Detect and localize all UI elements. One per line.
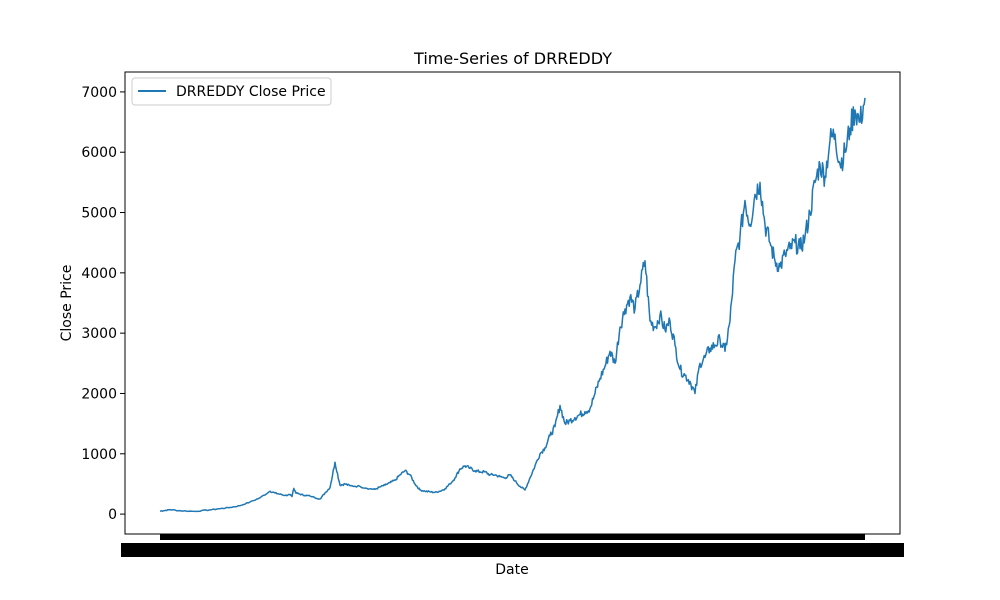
legend-box: [131, 77, 332, 106]
y-axis: 0 1000 2000 3000 4000 5000 6000 7000: [81, 85, 125, 523]
chart-title: Time-Series of DRREDDY: [413, 49, 612, 68]
x-tick-marks: [121, 534, 904, 557]
x-tick-marks-band: [160, 534, 865, 540]
legend: DRREDDY Close Price: [131, 77, 332, 106]
y-tick-label: 2000: [81, 386, 117, 402]
series-line-drreddy-close-price: [159, 97, 866, 513]
plot-area: [121, 71, 904, 557]
y-tick-label: 7000: [81, 85, 117, 101]
y-tick-label: 0: [108, 507, 117, 523]
plot-frame: [124, 71, 901, 535]
series-layer: [159, 97, 866, 513]
x-tick-labels-overlapped: [121, 543, 904, 557]
y-tick-label: 6000: [81, 145, 117, 161]
x-axis-label: Date: [495, 562, 528, 578]
y-tick-label: 5000: [81, 206, 117, 222]
plot-background: [125, 72, 900, 534]
legend-label: DRREDDY Close Price: [176, 84, 326, 100]
y-tick-label: 1000: [81, 447, 117, 463]
y-tick-label: 4000: [81, 266, 117, 282]
y-tick-label: 3000: [81, 326, 117, 342]
y-axis-label: Close Price: [59, 265, 75, 342]
